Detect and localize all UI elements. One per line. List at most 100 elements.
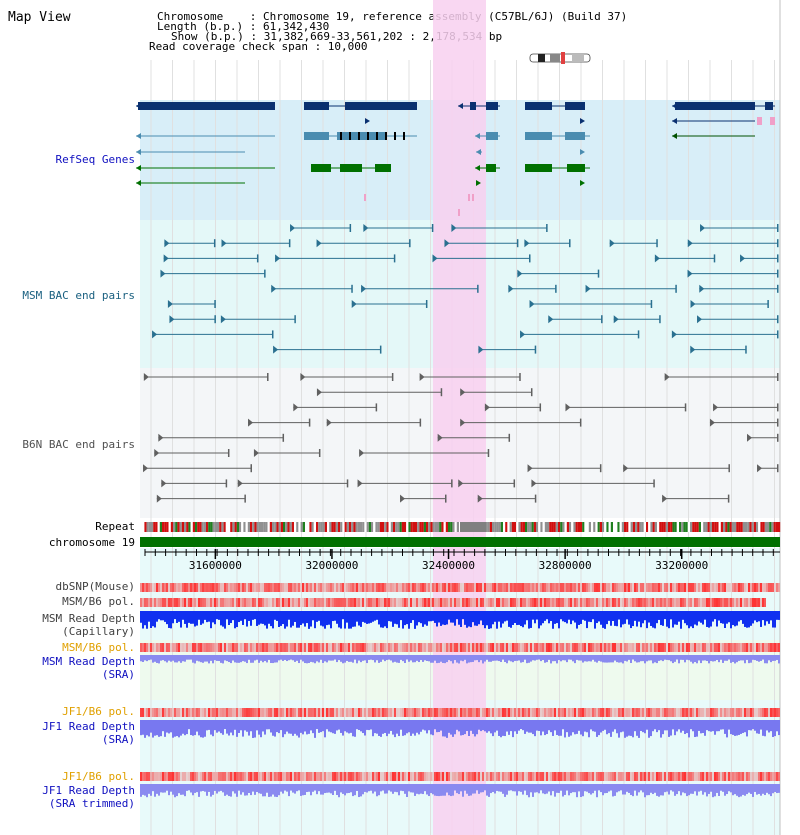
repeat-block xyxy=(428,522,431,532)
track-label-msm-depth-cap[interactable]: MSM Read Depth xyxy=(42,612,135,625)
depth-bar xyxy=(258,611,260,625)
depth-bar xyxy=(310,720,312,731)
heat-cell xyxy=(610,598,612,607)
depth-bar xyxy=(656,784,658,796)
track-label-dbsnp[interactable]: dbSNP(Mouse) xyxy=(55,580,135,593)
track-label-refseq[interactable]: RefSeq Genes xyxy=(55,153,135,166)
depth-bar xyxy=(536,655,538,660)
depth-bar xyxy=(720,655,722,660)
track-label-jf1-b6-pol-1[interactable]: JF1/B6 pol. xyxy=(62,705,135,718)
heat-cell xyxy=(688,708,690,717)
depth-bar xyxy=(660,720,662,738)
heat-cell xyxy=(266,708,268,717)
depth-bar xyxy=(300,611,302,626)
depth-bar xyxy=(398,611,400,628)
heat-cell xyxy=(720,708,722,717)
heat-cell xyxy=(226,708,228,717)
heat-cell xyxy=(372,772,374,781)
depth-bar xyxy=(392,655,394,663)
track-label-b6n-bac[interactable]: B6N BAC end pairs xyxy=(22,438,135,451)
heat-cell xyxy=(562,708,564,717)
depth-bar xyxy=(412,720,414,734)
depth-bar xyxy=(374,720,376,734)
repeat-block xyxy=(159,522,162,532)
heat-cell xyxy=(768,708,770,717)
heat-cell xyxy=(600,643,602,652)
track-label-msm-bac[interactable]: MSM BAC end pairs xyxy=(22,289,135,302)
heat-cell xyxy=(774,643,776,652)
heat-cell xyxy=(668,583,670,592)
heat-cell xyxy=(296,708,298,717)
bac-end xyxy=(437,433,443,442)
depth-bar xyxy=(542,611,544,624)
heat-cell xyxy=(746,598,748,607)
track-label-jf1-b6-pol-2[interactable]: JF1/B6 pol. xyxy=(62,770,135,783)
depth-bar xyxy=(334,720,336,734)
depth-bar xyxy=(398,655,400,663)
heat-cell xyxy=(304,708,306,717)
depth-bar xyxy=(698,611,700,622)
heat-cell xyxy=(160,772,162,781)
heat-cell xyxy=(720,583,722,592)
heat-cell xyxy=(382,583,384,592)
track-label-jf1-depth-trim[interactable]: JF1 Read Depth xyxy=(42,784,135,797)
repeat-block xyxy=(505,522,508,532)
heat-cell xyxy=(424,583,426,592)
heat-cell xyxy=(252,708,254,717)
depth-bar xyxy=(354,655,356,660)
heat-cell xyxy=(518,643,520,652)
track-label-msm-b6-pol-2[interactable]: MSM/B6 pol. xyxy=(62,641,135,654)
repeat-block xyxy=(615,522,618,532)
heat-cell xyxy=(748,708,750,717)
heat-cell xyxy=(628,643,630,652)
repeat-block xyxy=(544,522,547,532)
depth-bar xyxy=(196,784,198,793)
bac-end xyxy=(484,403,490,412)
heat-cell xyxy=(286,643,288,652)
track-label-msm-b6-pol-1[interactable]: MSM/B6 pol. xyxy=(62,595,135,608)
repeat-block xyxy=(753,522,756,532)
track-label-jf1-depth-sra[interactable]: JF1 Read Depth xyxy=(42,720,135,733)
depth-bar xyxy=(146,611,148,629)
track-label-repeat[interactable]: Repeat xyxy=(95,520,135,533)
heat-cell xyxy=(464,708,466,717)
depth-bar xyxy=(712,611,714,622)
depth-bar xyxy=(482,784,484,793)
depth-bar xyxy=(350,655,352,662)
heat-cell xyxy=(558,598,560,607)
heat-cell xyxy=(280,772,282,781)
depth-bar xyxy=(528,784,530,798)
repeat-block xyxy=(223,522,226,532)
heat-cell xyxy=(290,598,292,607)
heat-cell xyxy=(426,772,428,781)
heat-cell xyxy=(342,772,344,781)
repeat-block xyxy=(485,522,488,532)
depth-bar xyxy=(386,720,388,737)
depth-bar xyxy=(452,611,454,623)
heat-cell xyxy=(378,643,380,652)
depth-bar xyxy=(520,720,522,730)
heat-cell xyxy=(458,583,460,592)
depth-bar xyxy=(440,611,442,626)
depth-bar xyxy=(448,784,450,796)
heat-cell xyxy=(320,598,322,607)
heat-cell xyxy=(748,598,750,607)
repeat-block xyxy=(687,522,690,532)
heat-cell xyxy=(554,643,556,652)
heat-cell xyxy=(140,708,142,717)
heat-cell xyxy=(724,708,726,717)
track-label-msm-depth-sra[interactable]: MSM Read Depth xyxy=(42,655,135,668)
track-label-chromosome[interactable]: chromosome 19 xyxy=(48,536,135,549)
depth-bar xyxy=(198,655,200,662)
depth-bar xyxy=(680,611,682,629)
heat-cell xyxy=(416,643,418,652)
depth-bar xyxy=(682,720,684,731)
depth-bar xyxy=(140,611,142,623)
heat-cell xyxy=(222,643,224,652)
bac-end xyxy=(555,284,557,293)
depth-bar xyxy=(670,611,672,620)
depth-bar xyxy=(332,655,334,661)
depth-bar xyxy=(530,720,532,733)
heat-cell xyxy=(186,708,188,717)
